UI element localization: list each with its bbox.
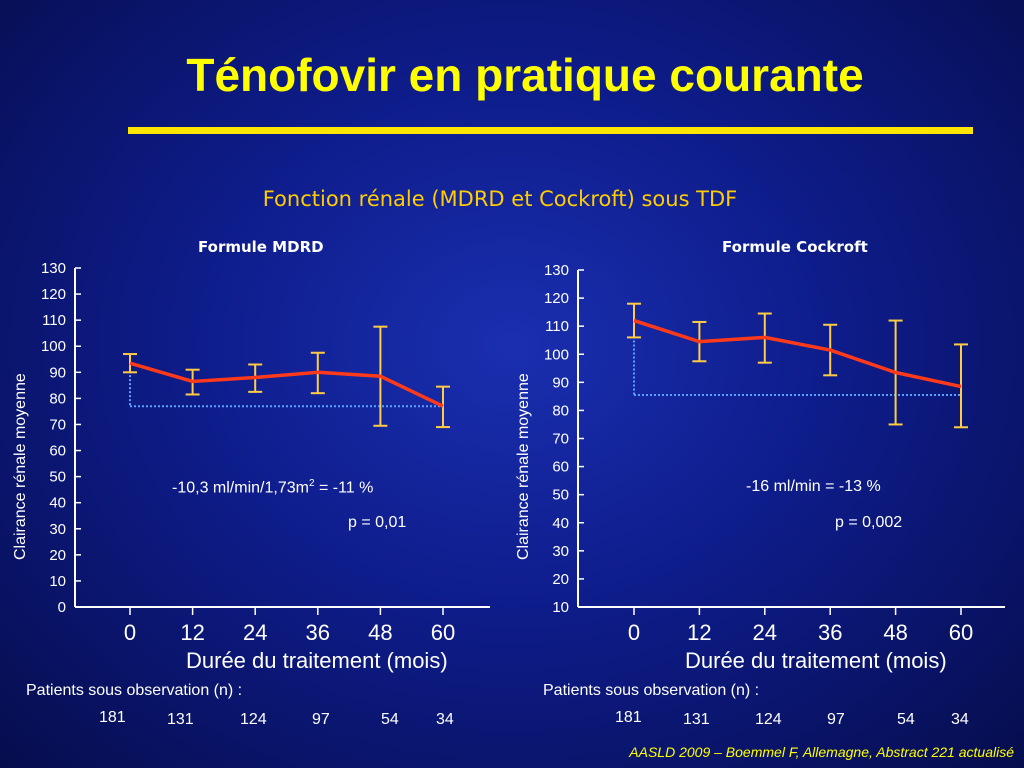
source-citation: AASLD 2009 – Boemmel F, Allemagne, Abstr… bbox=[629, 744, 1014, 760]
chart-left-xtick-label-4: 48 bbox=[368, 620, 392, 645]
chart-right-xtick-label-5: 60 bbox=[949, 620, 973, 645]
chart-left-xtick-label-2: 24 bbox=[243, 620, 267, 645]
title-underline bbox=[128, 127, 973, 134]
chart-right-ytick-label-3: 40 bbox=[552, 515, 569, 532]
chart-left-ytick-label-5: 50 bbox=[49, 469, 66, 486]
chart-right-xlabel: Durée du traitement (mois) bbox=[685, 648, 947, 673]
chart-right-change-text: -16 ml/min = -13 % bbox=[746, 478, 881, 495]
chart-left-xtick-label-3: 36 bbox=[306, 620, 330, 645]
chart-right-ytick-label-10: 110 bbox=[545, 318, 569, 335]
chart-right-patients-4: 54 bbox=[897, 711, 915, 728]
chart-right-ytick-label-5: 60 bbox=[552, 459, 569, 476]
chart-right-ytick-label-11: 120 bbox=[544, 290, 569, 307]
chart-left-patients-2: 124 bbox=[240, 711, 267, 728]
chart-left-patients-5: 34 bbox=[436, 711, 454, 728]
chart-right-patients-1: 131 bbox=[683, 711, 710, 728]
chart-right-p-value: p = 0,002 bbox=[835, 514, 903, 531]
chart-left-ytick-label-3: 30 bbox=[49, 521, 66, 538]
chart-left-patients-label: Patients sous observation (n) : bbox=[26, 682, 243, 699]
chart-left-change-tail: = -11 % bbox=[314, 479, 374, 497]
chart-left-patients-1: 131 bbox=[167, 711, 194, 728]
chart-right-xtick-label-2: 24 bbox=[753, 620, 777, 645]
chart-left-change-annotation: -10,3 ml/min/1,73m2 = -11 % bbox=[172, 478, 373, 497]
chart-left-patients-4: 54 bbox=[381, 711, 399, 728]
chart-left-ytick-label-13: 130 bbox=[41, 260, 66, 277]
chart-right-patients-0: 181 bbox=[615, 709, 642, 726]
chart-right-xtick-label-1: 12 bbox=[687, 620, 711, 645]
chart-left-change-sup: 2 bbox=[308, 478, 315, 489]
chart-right-patients-5: 34 bbox=[951, 711, 969, 728]
chart-right-ytick-label-2: 30 bbox=[552, 543, 569, 560]
slide-subtitle: Fonction rénale (MDRD et Cockroft) sous … bbox=[262, 187, 738, 211]
chart-right-change-annotation: -16 ml/min = -13 % bbox=[746, 478, 881, 496]
chart-right-patients-label: Patients sous observation (n) : bbox=[543, 682, 760, 699]
chart-right-patients-3: 97 bbox=[827, 711, 845, 728]
chart-right-ytick-label-4: 50 bbox=[552, 487, 569, 504]
slide-title: Ténofovir en pratique courante bbox=[186, 49, 864, 101]
chart-left-ytick-label-7: 70 bbox=[49, 416, 66, 433]
chart-right-ytick-label-1: 20 bbox=[552, 571, 569, 588]
chart-right-xtick-label-0: 0 bbox=[628, 620, 640, 645]
chart-left-ytick-label-2: 20 bbox=[49, 547, 66, 564]
chart-left-ytick-label-9: 90 bbox=[49, 364, 66, 381]
chart-left-p-value: p = 0,01 bbox=[348, 514, 407, 531]
chart-left-ytick-label-1: 10 bbox=[49, 573, 66, 590]
chart-right-xtick-label-4: 48 bbox=[883, 620, 907, 645]
chart-left-patients-3: 97 bbox=[312, 711, 330, 728]
chart-right-ytick-label-8: 90 bbox=[552, 374, 569, 391]
chart-left-xtick-label-0: 0 bbox=[124, 620, 136, 645]
chart-right-series-line bbox=[633, 318, 962, 389]
chart-left-ytick-label-11: 110 bbox=[42, 312, 66, 329]
chart-left-ytick-label-8: 80 bbox=[49, 390, 66, 407]
chart-right-title: Formule Cockroft bbox=[722, 238, 868, 256]
chart-left-ytick-label-12: 120 bbox=[41, 286, 66, 303]
chart-right-ytick-label-6: 70 bbox=[552, 431, 569, 448]
chart-right-ytick-label-0: 10 bbox=[552, 599, 569, 616]
chart-left-ytick-label-6: 60 bbox=[49, 443, 66, 460]
chart-right-patients-2: 124 bbox=[755, 711, 782, 728]
chart-right-ytick-label-7: 80 bbox=[552, 402, 569, 419]
chart-left-ytick-label-4: 40 bbox=[49, 495, 66, 512]
chart-left-change-text: -10,3 ml/min/1,73m bbox=[172, 479, 309, 497]
chart-left-xtick-label-1: 12 bbox=[180, 620, 204, 645]
chart-left-title: Formule MDRD bbox=[198, 238, 324, 256]
chart-right-ytick-label-9: 100 bbox=[544, 346, 569, 363]
chart-right-ytick-label-12: 130 bbox=[544, 262, 569, 279]
chart-left-xtick-label-5: 60 bbox=[431, 620, 455, 645]
chart-left-ytick-label-10: 100 bbox=[41, 338, 66, 355]
chart-right-xtick-label-3: 36 bbox=[818, 620, 842, 645]
chart-left-ytick-label-0: 0 bbox=[58, 599, 66, 616]
chart-left-patients-0: 181 bbox=[99, 709, 126, 726]
chart-left-xlabel: Durée du traitement (mois) bbox=[186, 648, 448, 673]
chart-left-series-line bbox=[129, 361, 444, 408]
